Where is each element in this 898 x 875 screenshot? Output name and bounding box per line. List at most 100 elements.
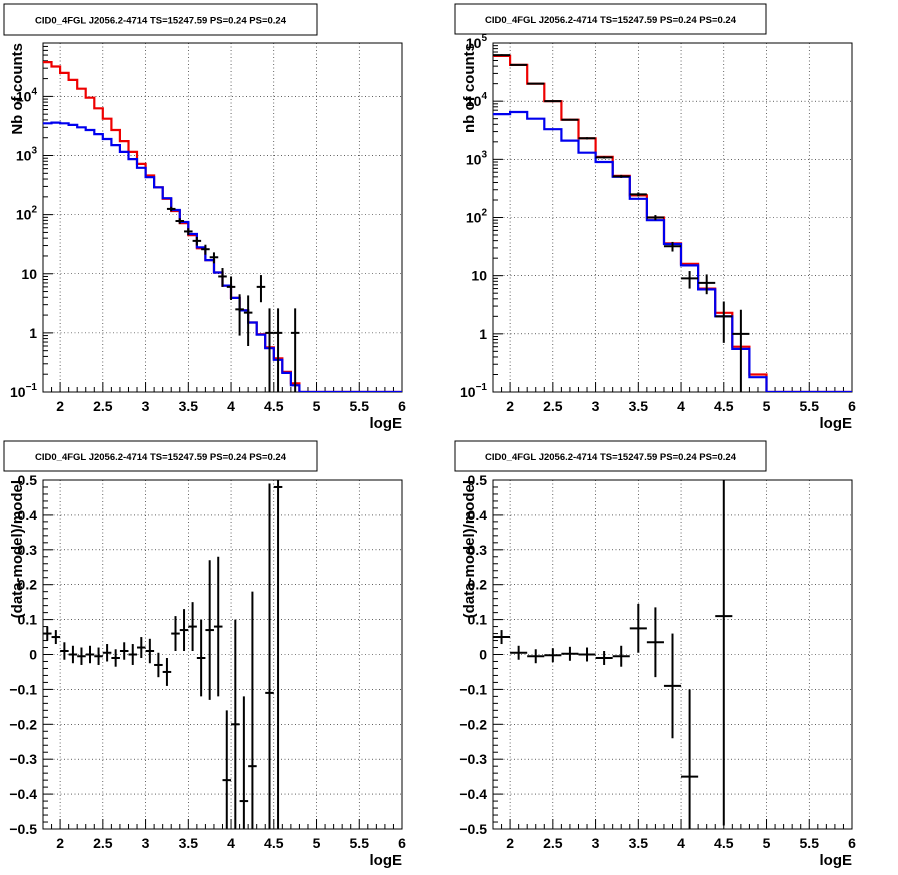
y-tick-exponent: −1 — [26, 382, 38, 393]
y-tick-label: 0.1 — [468, 612, 488, 628]
axis-ticks — [42, 479, 403, 830]
x-tick-label: 4.5 — [264, 835, 284, 851]
data-point — [60, 642, 69, 660]
chart-title: CID0_4FGL J2056.2-4714 TS=15247.59 PS=0.… — [35, 452, 287, 463]
data-point — [171, 616, 180, 652]
x-tick-label: 5 — [763, 398, 771, 414]
data-point — [154, 652, 163, 678]
data-point — [595, 156, 613, 159]
plot-content — [493, 480, 733, 829]
blue-histogram-series — [43, 121, 402, 392]
title-box — [3, 440, 318, 472]
x-tick-label: 2 — [506, 835, 514, 851]
y-tick-base: 10 — [466, 35, 482, 51]
x-tick-label: 4.5 — [714, 398, 734, 414]
data-point — [732, 309, 750, 392]
x-tick-label: 3 — [592, 835, 600, 851]
chart-panel-3: 2 2.5 3 3.5 4 4.5 5 5.5 6 −0.5 −0.4 −0.3 −0.2 −0.1 0 0.… — [3, 440, 406, 869]
chart-title: CID0_4FGL J2056.2-4714 TS=15247.59 PS=0.… — [485, 15, 737, 26]
data-point — [265, 308, 274, 392]
plot-content — [493, 54, 852, 392]
data-point — [715, 480, 733, 826]
y-tick-label: −0.5 — [9, 821, 37, 837]
y-tick-base: 10 — [16, 148, 32, 164]
data-point — [544, 100, 562, 103]
y-tick-base: 10 — [460, 384, 476, 400]
y-tick-label: −0.2 — [459, 716, 487, 732]
data-point — [192, 236, 202, 246]
data-point — [527, 82, 545, 85]
y-tick-label: 104 — [16, 86, 38, 104]
y-tick-label: 103 — [466, 149, 488, 167]
data-point — [218, 268, 227, 287]
x-tick-label: 2.5 — [543, 835, 563, 851]
data-point — [231, 619, 240, 829]
x-tick-label: 2.5 — [93, 398, 113, 414]
y-tick-exponent: 4 — [481, 91, 487, 102]
y-tick-label: −0.3 — [459, 751, 487, 767]
x-tick-label: 2 — [56, 398, 64, 414]
chart-panel-2: 2 2.5 3 3.5 4 4.5 5 5.5 610−1110102103104105logE… — [454, 3, 856, 432]
y-tick-label: 10−1 — [460, 382, 487, 400]
y-tick-base: 10 — [16, 88, 32, 104]
x-tick-label: 6 — [398, 835, 406, 851]
y-tick-label: 0.5 — [18, 472, 38, 488]
data-point — [119, 642, 129, 660]
data-point — [145, 638, 155, 664]
data-point — [681, 271, 699, 289]
x-tick-label: 2 — [56, 835, 64, 851]
y-tick-label: 1 — [29, 325, 37, 341]
y-tick-label: 1 — [479, 326, 487, 342]
data-point — [188, 602, 197, 652]
data-point — [179, 609, 189, 652]
data-point — [51, 630, 61, 645]
x-tick-label: 4 — [677, 835, 685, 851]
data-point — [510, 645, 528, 660]
y-tick-exponent: 3 — [481, 149, 487, 160]
data-point — [235, 294, 244, 336]
chart-panel-1: 2 2.5 3 3.5 4 4.5 5 5.5 610−1110102103104logENb … — [3, 3, 406, 432]
data-point — [715, 301, 733, 343]
data-point — [128, 644, 138, 665]
y-tick-label: 0 — [29, 647, 37, 663]
y-tick-label: −0.2 — [9, 716, 37, 732]
y-tick-exponent: 2 — [31, 205, 37, 216]
data-point — [162, 657, 172, 686]
data-point — [226, 276, 236, 300]
y-tick-label: 104 — [466, 91, 488, 109]
plot-content — [43, 61, 402, 392]
x-tick-label: 6 — [848, 835, 856, 851]
y-tick-label: 102 — [466, 208, 488, 226]
data-point — [243, 295, 253, 346]
x-tick-label: 5.5 — [800, 398, 820, 414]
data-point — [43, 626, 52, 641]
y-tick-label: 0 — [479, 647, 487, 663]
x-tick-label: 4 — [227, 398, 235, 414]
data-point — [239, 696, 249, 829]
title-box — [454, 3, 767, 35]
y-tick-label: 0.5 — [468, 472, 488, 488]
x-tick-label: 6 — [398, 398, 406, 414]
data-point — [256, 275, 266, 303]
x-tick-label: 5 — [313, 398, 321, 414]
data-point — [85, 645, 95, 664]
x-tick-label: 2.5 — [93, 835, 113, 851]
x-tick-label: 3.5 — [629, 398, 649, 414]
y-tick-base: 10 — [466, 93, 482, 109]
data-point — [265, 483, 274, 829]
y-tick-label: −0.4 — [459, 786, 487, 802]
y-tick-label: 10 — [21, 266, 37, 282]
data-point — [698, 274, 716, 295]
chart-panel-4: 2 2.5 3 3.5 4 4.5 5 5.5 6 −0.5 −0.4 −0.3 −0.2 −0.1 0 0.… — [454, 440, 856, 869]
data-point — [612, 645, 630, 667]
y-tick-label: 10 — [471, 268, 487, 284]
data-point — [663, 241, 682, 252]
x-tick-label: 3 — [142, 835, 150, 851]
data-point — [196, 619, 206, 697]
data-point — [544, 648, 562, 663]
x-tick-label: 5.5 — [800, 835, 820, 851]
y-tick-label: 102 — [16, 205, 38, 223]
data-point — [205, 560, 214, 700]
chart-title: CID0_4FGL J2056.2-4714 TS=15247.59 PS=0.… — [485, 452, 737, 463]
